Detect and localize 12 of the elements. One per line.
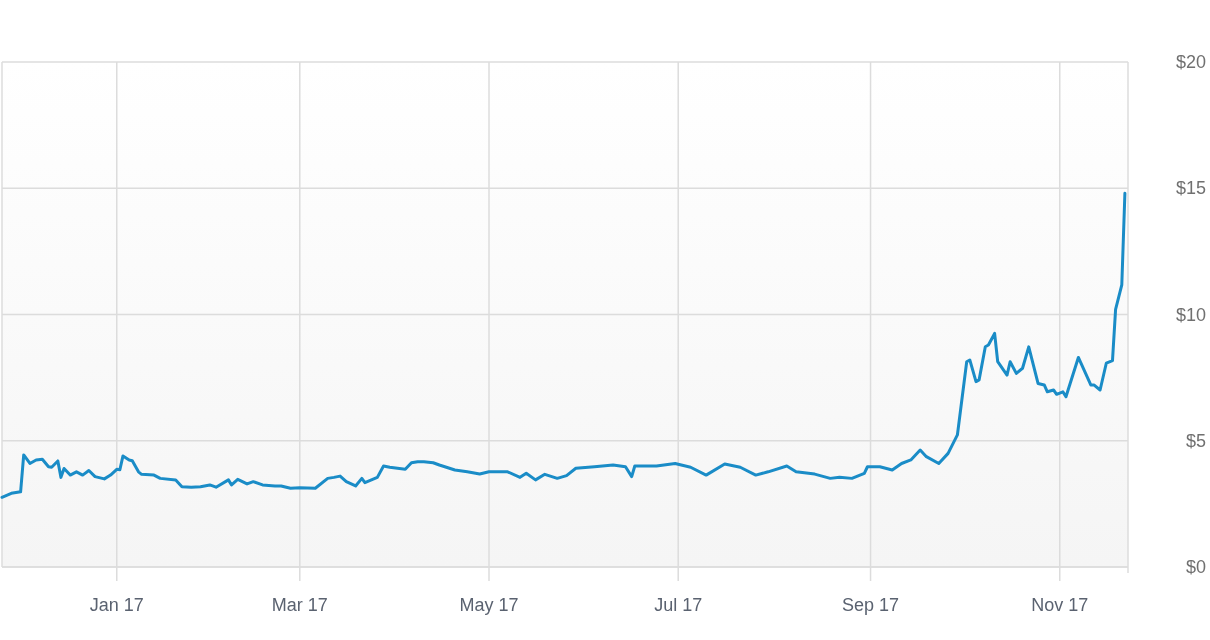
y-tick-label: $15 <box>1175 178 1206 199</box>
x-tick-label: Jul 17 <box>654 595 703 615</box>
y-tick-label: $0 <box>1185 557 1206 577</box>
x-tick-label: May 17 <box>459 595 519 615</box>
y-tick-label: $20 <box>1175 52 1206 72</box>
x-tick-label: Mar 17 <box>271 595 328 615</box>
x-tick-label: Nov 17 <box>1031 595 1089 615</box>
y-tick-label: $5 <box>1185 430 1206 451</box>
x-tick-label: Sep 17 <box>842 595 900 615</box>
line-series <box>0 191 1127 499</box>
y-tick-label: $10 <box>1175 304 1206 325</box>
x-tick-label: Jan 17 <box>89 595 144 615</box>
